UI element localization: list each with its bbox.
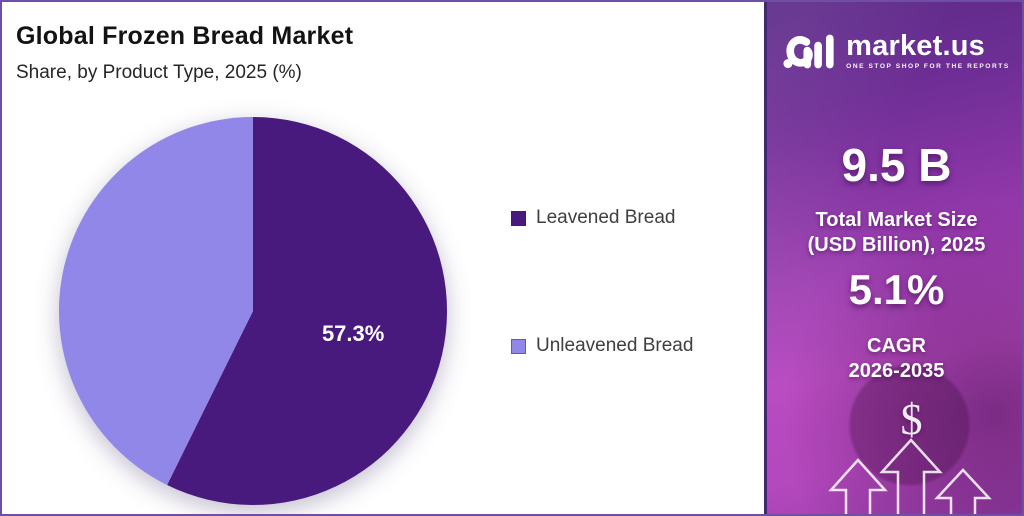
brand-panel: market.us ONE STOP SHOP FOR THE REPORTS … [764, 2, 1022, 514]
pie-data-label: 57.3% [321, 321, 385, 347]
legend-item-leavened-bread: Leavened Bread [511, 207, 693, 229]
legend-swatch-leavened-icon [511, 210, 526, 226]
cagr-label: CAGR 2026-2035 [767, 334, 1022, 384]
market-size-label-line1: Total Market Size [815, 209, 978, 231]
market-size-label: Total Market Size (USD Billion), 2025 [767, 208, 1022, 258]
growth-arrows-icon [828, 438, 992, 514]
cagr-label-line1: CAGR [867, 335, 926, 357]
market-size-label-line2: (USD Billion), 2025 [807, 234, 986, 256]
legend-swatch-unleavened-icon [511, 338, 526, 354]
legend-label-leavened: Leavened Bread [536, 207, 676, 228]
chart-area: Global Frozen Bread Market Share, by Pro… [2, 2, 764, 514]
cagr-value: 5.1% [848, 266, 945, 313]
dollar-sign-icon: $ [900, 395, 923, 444]
pie-svg [58, 116, 448, 506]
brand-tagline: ONE STOP SHOP FOR THE REPORTS [846, 63, 1010, 70]
pie-slice-0 [167, 116, 448, 506]
legend-item-unleavened-bread: Unleavened Bread [511, 335, 693, 357]
legend: Leavened Bread Unleavened Bread [511, 207, 693, 463]
pie-chart: 57.3% [54, 112, 452, 510]
brand-logo: market.us ONE STOP SHOP FOR THE REPORTS [767, 30, 1022, 72]
chart-subtitle: Share, by Product Type, 2025 (%) [16, 62, 302, 83]
pie-slice-1 [58, 116, 253, 485]
chart-title: Global Frozen Bread Market [16, 22, 354, 50]
legend-label-unleavened: Unleavened Bread [536, 335, 694, 356]
market-size-value: 9.5 B [841, 139, 952, 191]
brand-logo-text: market.us ONE STOP SHOP FOR THE REPORTS [846, 30, 1010, 71]
brand-name: market.us [846, 30, 985, 62]
marketus-logo-icon [783, 34, 834, 69]
cagr-label-line2: 2026-2035 [848, 360, 945, 382]
